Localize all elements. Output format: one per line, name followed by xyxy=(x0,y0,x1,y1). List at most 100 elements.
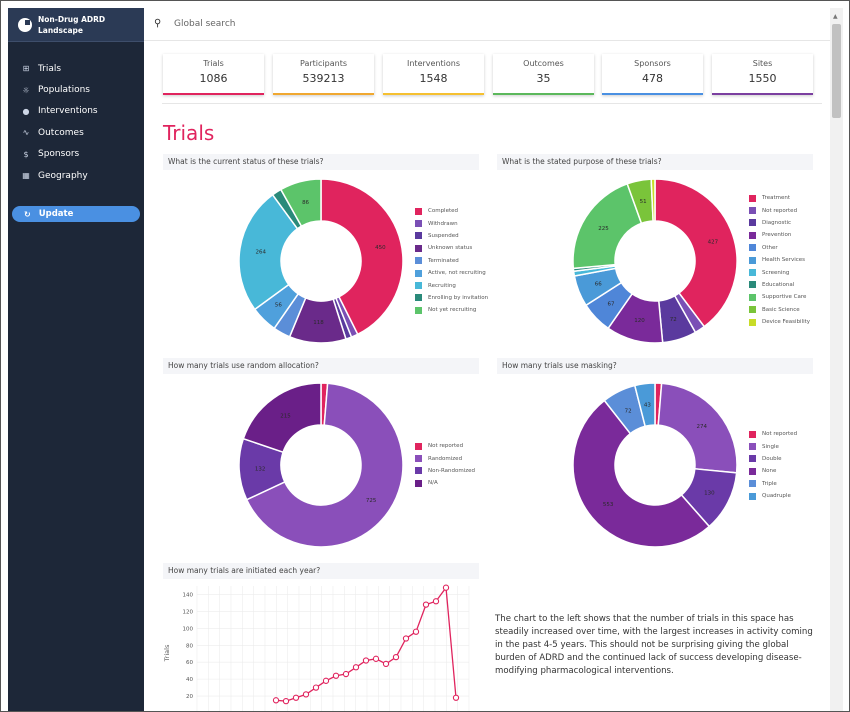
stat-card-sites[interactable]: Sites 1550 xyxy=(712,54,813,95)
search-input[interactable] xyxy=(174,16,474,32)
legend-swatch xyxy=(749,194,756,202)
stat-value: 35 xyxy=(536,72,551,85)
legend-item[interactable]: Other xyxy=(749,242,829,254)
scrollbar-thumb[interactable] xyxy=(832,24,841,118)
y-tick-label: 20 xyxy=(186,694,193,700)
legend-item[interactable]: Prevention xyxy=(749,229,829,241)
update-button[interactable]: ↻ Update xyxy=(12,206,140,222)
legend-item[interactable]: Enrolling by invitation xyxy=(415,292,495,304)
stat-card-outcomes[interactable]: Outcomes 35 xyxy=(493,54,594,95)
data-point[interactable] xyxy=(412,628,420,635)
legend-item[interactable]: Recruiting xyxy=(415,279,495,291)
brand[interactable]: Non-Drug ADRD Landscape xyxy=(8,8,144,42)
donut-slice[interactable] xyxy=(633,382,656,428)
data-point[interactable] xyxy=(372,655,380,662)
legend-item[interactable]: Not reported xyxy=(749,204,829,216)
sidebar-item-populations[interactable]: ☼ Populations xyxy=(8,79,144,100)
legend-item[interactable]: Single xyxy=(749,440,829,452)
donut-slice[interactable] xyxy=(245,382,404,548)
donut-slice[interactable] xyxy=(650,178,656,222)
scrollbar[interactable]: ▲ xyxy=(830,8,843,711)
data-point[interactable] xyxy=(292,694,300,701)
legend-label: Other xyxy=(762,244,778,251)
legend-item[interactable]: Diagnostic xyxy=(749,217,829,229)
dollar-icon: $ xyxy=(23,149,29,159)
legend-item[interactable]: Active, not recruiting xyxy=(415,267,495,279)
data-point[interactable] xyxy=(342,670,350,678)
legend-item[interactable]: Suspended xyxy=(415,230,495,242)
sidebar-item-trials[interactable]: ⊞ Trials xyxy=(8,58,144,79)
grid-icon: ⊞ xyxy=(22,64,30,74)
logo-icon xyxy=(18,18,32,32)
legend-item[interactable]: Screening xyxy=(749,266,829,278)
legend-label: Double xyxy=(762,455,782,462)
donut-slice[interactable] xyxy=(657,382,738,474)
sidebar-item-interventions[interactable]: ● Interventions xyxy=(8,101,144,122)
legend-item[interactable]: Not reported xyxy=(415,440,495,452)
sidebar-item-sponsors[interactable]: $ Sponsors xyxy=(8,144,144,165)
legend-item[interactable]: N/A xyxy=(415,477,495,489)
donut-slice[interactable] xyxy=(654,178,738,328)
data-point[interactable] xyxy=(382,660,390,668)
data-point[interactable] xyxy=(402,635,410,642)
data-point[interactable] xyxy=(312,684,320,691)
data-point[interactable] xyxy=(302,691,310,698)
legend-item[interactable]: Educational xyxy=(749,279,829,291)
stat-card-sponsors[interactable]: Sponsors 478 xyxy=(602,54,703,95)
legend-item[interactable]: Quadruple xyxy=(749,490,829,502)
legend-item[interactable]: Completed xyxy=(415,205,495,217)
legend-item[interactable]: Treatment xyxy=(749,192,829,204)
legend-item[interactable]: Unknown status xyxy=(415,242,495,254)
stat-card-participants[interactable]: Participants 539213 xyxy=(273,54,374,95)
legend-item[interactable]: None xyxy=(749,465,829,477)
sidebar-item-label: Populations xyxy=(38,85,90,96)
stat-card-interventions[interactable]: Interventions 1548 xyxy=(383,54,484,95)
legend-item[interactable]: Not reported xyxy=(749,428,829,440)
data-point[interactable] xyxy=(332,672,340,679)
donut-slice[interactable] xyxy=(320,178,404,336)
scroll-up-icon[interactable]: ▲ xyxy=(833,13,838,20)
data-point[interactable] xyxy=(442,584,450,591)
data-point[interactable] xyxy=(432,598,440,605)
legend-item[interactable]: Triple xyxy=(749,478,829,490)
legend-item[interactable]: Health Services xyxy=(749,254,829,266)
legend-item[interactable]: Randomized xyxy=(415,452,495,464)
legend-item[interactable]: Device Feasibility xyxy=(749,316,829,328)
card-title-purpose: What is the stated purpose of these tria… xyxy=(497,154,813,170)
legend-item[interactable]: Non-Randomized xyxy=(415,465,495,477)
sidebar-item-label: Interventions xyxy=(38,106,98,117)
legend-item[interactable]: Supportive Care xyxy=(749,291,829,303)
data-point[interactable] xyxy=(352,664,360,671)
legend-item[interactable]: Withdrawn xyxy=(415,217,495,229)
donut-slice[interactable] xyxy=(572,182,643,270)
legend-label: Quadruple xyxy=(762,493,791,500)
legend-label: Enrolling by invitation xyxy=(428,294,489,301)
legend-item[interactable]: Not yet recruiting xyxy=(415,304,495,316)
legend-item[interactable]: Double xyxy=(749,453,829,465)
data-point[interactable] xyxy=(362,657,370,664)
legend-item[interactable]: Terminated xyxy=(415,255,495,267)
slice-value-label: 67 xyxy=(608,301,615,307)
donut-slice[interactable] xyxy=(279,178,322,228)
status-donut-chart: 450 118 56 264 86 xyxy=(238,178,404,344)
data-point[interactable] xyxy=(322,677,330,684)
donut-slice[interactable] xyxy=(242,382,322,454)
sidebar-item-geography[interactable]: ▦ Geography xyxy=(8,165,144,186)
legend-swatch xyxy=(749,219,756,227)
legend-label: N/A xyxy=(428,480,438,487)
data-point[interactable] xyxy=(272,697,280,704)
legend-label: Non-Randomized xyxy=(428,467,476,474)
donut-slice[interactable] xyxy=(572,399,711,548)
stat-label: Outcomes xyxy=(523,59,564,68)
legend-item[interactable]: Basic Science xyxy=(749,304,829,316)
data-point[interactable] xyxy=(422,601,430,608)
sidebar-item-outcomes[interactable]: ∿ Outcomes xyxy=(8,122,144,143)
stat-card-trials[interactable]: Trials 1086 xyxy=(163,54,264,95)
data-point[interactable] xyxy=(282,697,290,705)
slice-value-label: 72 xyxy=(625,408,632,414)
legend-label: Not reported xyxy=(428,443,464,450)
data-point[interactable] xyxy=(452,694,460,701)
data-point[interactable] xyxy=(392,653,400,661)
donut-slice[interactable] xyxy=(238,193,299,311)
